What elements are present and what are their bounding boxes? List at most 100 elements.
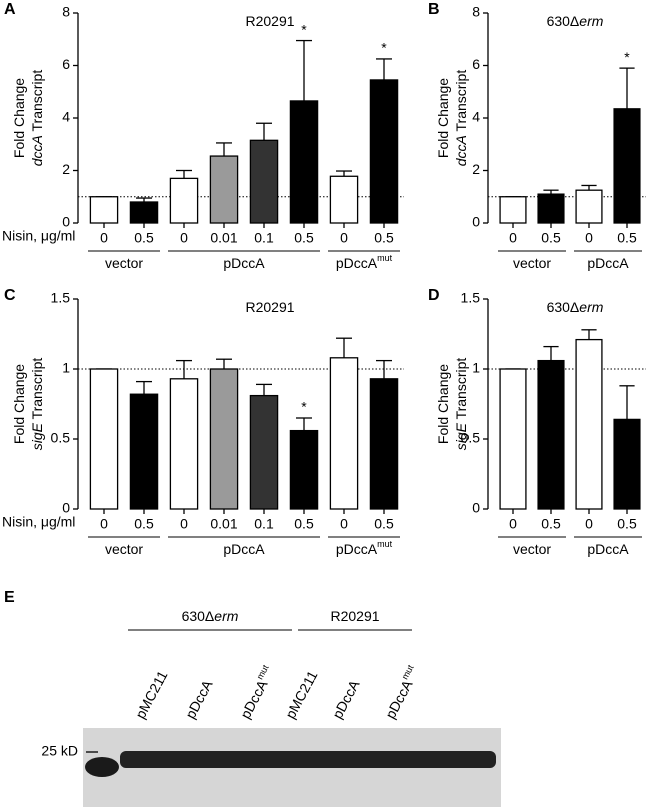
y-axis-label: dccA Transcript	[453, 70, 469, 167]
x-tick-label: 0	[509, 516, 517, 532]
y-tick-label: 0.5	[461, 430, 481, 446]
bar	[169, 378, 199, 510]
text-part: pMC211	[132, 668, 171, 722]
bar	[209, 155, 239, 224]
significance-mark: *	[301, 21, 307, 37]
x-tick-label: 0.1	[254, 230, 274, 246]
text-part: pDccA	[587, 541, 629, 557]
text-part: 630Δ	[547, 299, 580, 315]
x-tick-label: 0.5	[617, 516, 637, 532]
text-part: Fold Change	[11, 364, 27, 444]
text-part: erm	[579, 13, 603, 29]
y-axis-label: sigE Transcript	[29, 358, 45, 451]
lane-label: pDccA	[329, 677, 363, 722]
group-label: R20291	[330, 608, 379, 624]
x-tick-label: 0.5	[294, 516, 314, 532]
bar	[289, 429, 319, 510]
group-label: pDccAmut	[336, 539, 393, 556]
y-tick-label: 0.5	[51, 430, 71, 446]
text-part: pDccA	[223, 541, 265, 557]
group-label: pDccA	[587, 541, 629, 557]
bar	[209, 368, 239, 510]
bar	[613, 108, 641, 224]
y-tick-label: 2	[62, 161, 70, 177]
panel-letter: D	[428, 287, 440, 304]
row-label: Nisin, μg/ml	[2, 514, 75, 530]
bar	[329, 175, 359, 224]
text-part: pDccA	[382, 677, 416, 722]
panel-letter: E	[4, 589, 15, 606]
panel-letter: A	[4, 1, 16, 18]
group-label: pDccA	[223, 255, 265, 271]
x-tick-label: 0.1	[254, 516, 274, 532]
text-part: pDccA	[336, 255, 378, 271]
group-label: vector	[105, 255, 143, 271]
text-part: R20291	[245, 299, 294, 315]
text-part: pDccA	[237, 677, 271, 722]
y-axis-label: Fold Change	[435, 364, 451, 444]
x-tick-label: 0.01	[210, 230, 237, 246]
y-tick-label: 1.5	[461, 290, 481, 306]
x-tick-label: 0	[180, 516, 188, 532]
y-tick-label: 8	[62, 4, 70, 20]
text-part: pMC211	[282, 668, 321, 722]
y-tick-label: 1.5	[51, 290, 71, 306]
group-label: pDccAmut	[336, 253, 393, 270]
y-tick-label: 2	[472, 161, 480, 177]
text-part: sigE	[453, 422, 469, 450]
panel-letter: B	[428, 1, 440, 18]
text-part: Transcript	[453, 358, 469, 423]
y-tick-label: 0	[472, 500, 480, 516]
bar	[89, 368, 119, 510]
text-part: pDccA	[182, 677, 216, 722]
y-tick-label: 1	[472, 360, 480, 376]
lane-label: pMC211	[132, 668, 171, 722]
chart-title: R20291	[245, 299, 294, 315]
x-tick-label: 0.5	[374, 516, 394, 532]
bar	[249, 394, 279, 510]
significance-mark: *	[624, 49, 630, 65]
bar	[249, 139, 279, 224]
text-part: mut	[377, 253, 393, 263]
bar	[369, 79, 399, 224]
text-part: pDccA	[587, 255, 629, 271]
x-tick-label: 0	[585, 230, 593, 246]
text-part: Transcript	[453, 70, 469, 135]
text-part: Fold Change	[11, 78, 27, 158]
x-tick-label: 0.5	[617, 230, 637, 246]
text-part: Fold Change	[435, 78, 451, 158]
x-tick-label: 0	[509, 230, 517, 246]
text-part: dccA	[29, 135, 45, 166]
text-part: pDccA	[336, 541, 378, 557]
lane-label: pDccAmut	[236, 663, 278, 721]
y-axis-label: Fold Change	[11, 78, 27, 158]
x-tick-label: 0	[100, 230, 108, 246]
text-part: 630Δ	[547, 13, 580, 29]
bar	[89, 196, 119, 224]
chart-title: 630Δerm	[547, 299, 604, 315]
text-part: R20291	[245, 13, 294, 29]
bar	[575, 338, 603, 510]
chart-title: R20291	[245, 13, 294, 29]
chart-title: 630Δerm	[547, 13, 604, 29]
group-label: pDccA	[223, 541, 265, 557]
y-axis-label: Fold Change	[435, 78, 451, 158]
y-tick-label: 0	[472, 214, 480, 230]
marker-label: 25 kD	[41, 743, 78, 759]
bar	[575, 189, 603, 224]
bar	[369, 378, 399, 510]
text-part: vector	[105, 541, 143, 557]
y-tick-label: 1	[62, 360, 70, 376]
group-label: 630Δerm	[182, 608, 239, 624]
bar	[329, 357, 359, 510]
text-part: Transcript	[29, 70, 45, 135]
group-label: vector	[513, 255, 551, 271]
marker-band	[85, 757, 119, 777]
protein-band	[120, 751, 496, 768]
bar	[537, 193, 565, 224]
group-label: vector	[513, 541, 551, 557]
group-label: vector	[105, 541, 143, 557]
lane-label: pDccA	[182, 677, 216, 722]
y-tick-label: 6	[472, 56, 480, 72]
